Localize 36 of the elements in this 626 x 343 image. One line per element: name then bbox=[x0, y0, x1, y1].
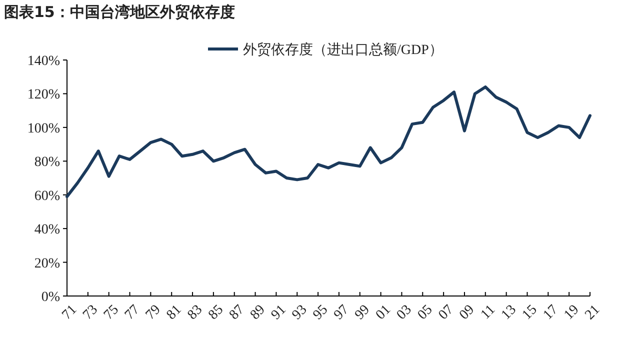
x-tick-label: 81 bbox=[164, 302, 185, 323]
y-tick-label: 100% bbox=[27, 121, 60, 136]
x-tick-label: 95 bbox=[310, 302, 332, 323]
x-tick-label: 15 bbox=[520, 302, 540, 323]
x-tick-label: 97 bbox=[332, 302, 352, 323]
x-tick-label: 75 bbox=[101, 302, 122, 323]
x-tick-label: 05 bbox=[415, 302, 436, 323]
x-tick-label: 09 bbox=[457, 302, 478, 323]
y-tick-label: 0% bbox=[41, 290, 60, 305]
y-tick-label: 40% bbox=[34, 222, 60, 238]
x-tick-label: 73 bbox=[80, 302, 101, 323]
x-tick-label: 19 bbox=[562, 302, 582, 323]
x-tick-label: 21 bbox=[582, 302, 604, 323]
x-tick-label: 03 bbox=[394, 302, 415, 323]
x-tick-label: 87 bbox=[226, 302, 248, 323]
x-tick-label: 17 bbox=[540, 302, 562, 323]
x-tick-label: 13 bbox=[498, 302, 520, 323]
y-tick-label: 120% bbox=[27, 88, 60, 103]
x-tick-label: 83 bbox=[185, 302, 206, 323]
x-tick-label: 79 bbox=[143, 302, 164, 323]
legend-label: 外贸依存度（进出口总额/GDP） bbox=[243, 42, 443, 58]
x-tick-label: 89 bbox=[248, 302, 268, 323]
y-tick-label: 60% bbox=[34, 188, 60, 204]
x-tick-label: 93 bbox=[290, 302, 310, 323]
y-tick-label: 140% bbox=[27, 54, 60, 69]
x-tick-label: 07 bbox=[436, 302, 457, 323]
y-tick-label: 80% bbox=[34, 155, 60, 170]
chart-title: 图表15：中国台湾地区外贸依存度 bbox=[4, 3, 235, 21]
x-tick-label: 91 bbox=[268, 302, 290, 323]
x-tick-label: 99 bbox=[352, 302, 373, 323]
x-tick-label: 85 bbox=[206, 302, 226, 323]
x-tick-label: 71 bbox=[60, 302, 80, 323]
x-tick-label: 11 bbox=[478, 302, 498, 323]
y-tick-label: 20% bbox=[34, 256, 60, 272]
x-tick-label: 77 bbox=[122, 302, 143, 323]
x-tick-label: 01 bbox=[373, 302, 394, 323]
